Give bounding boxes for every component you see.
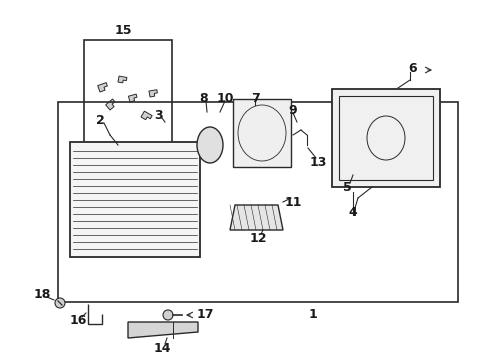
Ellipse shape — [197, 127, 223, 163]
Text: 18: 18 — [33, 288, 50, 302]
Polygon shape — [128, 94, 137, 102]
Text: 1: 1 — [309, 307, 318, 320]
Polygon shape — [106, 99, 115, 110]
Text: 12: 12 — [249, 231, 267, 244]
Circle shape — [55, 298, 65, 308]
Polygon shape — [230, 205, 283, 230]
Text: 5: 5 — [343, 180, 351, 194]
Text: 3: 3 — [154, 108, 162, 122]
Text: 14: 14 — [153, 342, 171, 355]
Polygon shape — [98, 82, 107, 92]
Text: 15: 15 — [114, 23, 132, 36]
Bar — [70, 142, 200, 257]
Text: 9: 9 — [289, 104, 297, 117]
Bar — [58, 102, 458, 302]
Circle shape — [163, 310, 173, 320]
Bar — [84, 40, 172, 150]
Text: 7: 7 — [250, 91, 259, 104]
Polygon shape — [149, 90, 157, 97]
Text: 2: 2 — [96, 113, 104, 126]
Text: 11: 11 — [284, 195, 302, 208]
Text: 8: 8 — [200, 91, 208, 104]
Polygon shape — [141, 111, 152, 120]
Polygon shape — [128, 322, 198, 338]
Bar — [332, 89, 440, 187]
Bar — [339, 96, 433, 180]
Polygon shape — [118, 76, 127, 83]
Text: 16: 16 — [69, 314, 87, 327]
Text: 4: 4 — [348, 206, 357, 219]
Bar — [233, 99, 291, 167]
Text: 6: 6 — [409, 62, 417, 75]
Text: 17: 17 — [196, 309, 214, 321]
Text: 13: 13 — [309, 156, 327, 168]
Text: 10: 10 — [216, 91, 234, 104]
